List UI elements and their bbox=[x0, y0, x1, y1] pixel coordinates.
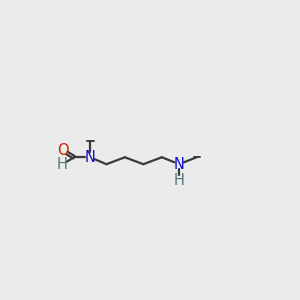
Text: O: O bbox=[57, 143, 68, 158]
Text: N: N bbox=[174, 157, 184, 172]
Text: H: H bbox=[57, 157, 68, 172]
Text: H: H bbox=[174, 173, 184, 188]
Text: N: N bbox=[85, 150, 96, 165]
